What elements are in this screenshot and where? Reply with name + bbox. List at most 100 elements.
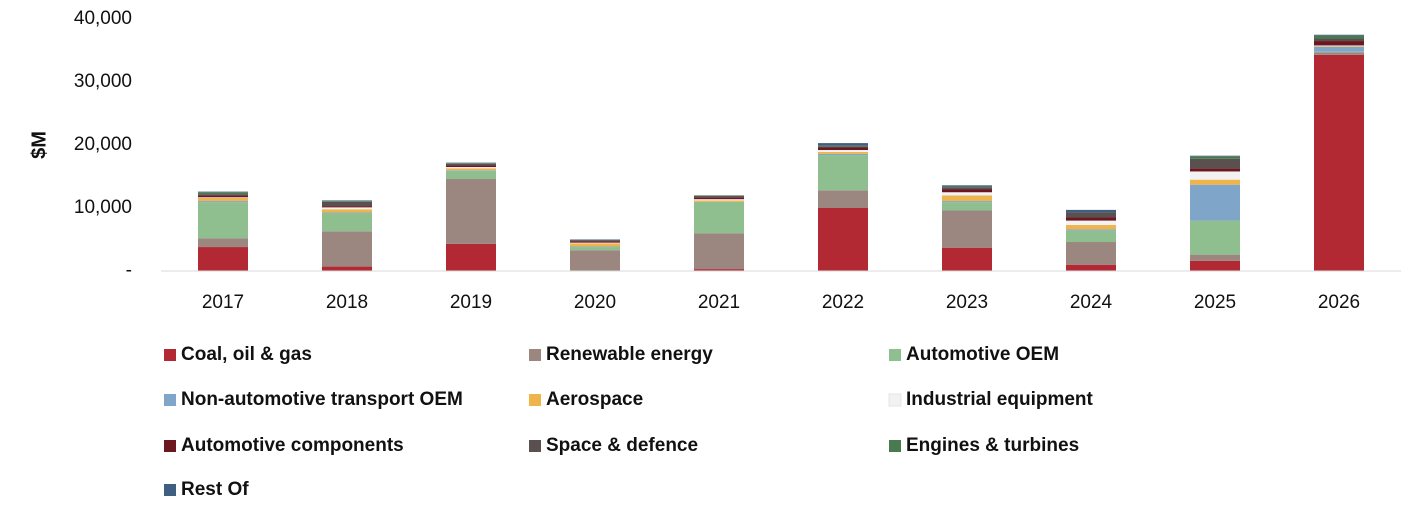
bar-segment [570,250,620,271]
bar-segment [322,201,372,207]
bar-segment [322,201,372,202]
y-tick-label: 40,000 [74,8,132,29]
bar-segment [818,145,868,147]
bar-segment [942,189,992,193]
legend-swatch [889,349,901,361]
bar-segment [1314,52,1364,55]
bar-segment [694,199,744,201]
x-tick-label: 2023 [946,292,988,313]
bar-segment [694,195,744,197]
bar-segment [818,151,868,154]
legend-swatch [529,440,541,452]
bar-segment [198,202,248,239]
bar-segment [1314,51,1364,53]
bar-segment [198,197,248,198]
bar-segment [570,240,620,242]
bar-segment [818,150,868,152]
legend-label: Coal, oil & gas [181,344,312,365]
bar-segment [942,210,992,248]
bar-segment [1066,220,1116,226]
bar-segment [446,243,496,271]
bar-segment [1314,35,1364,39]
bar-segment [818,147,868,151]
bar-segment [694,269,744,271]
bar-segment [1314,34,1364,36]
legend-swatch [164,440,176,452]
legend-label: Automotive OEM [906,344,1059,365]
bar-segment [942,192,992,196]
x-tick-label: 2018 [326,292,368,313]
x-tick-label: 2022 [822,292,864,313]
bar-segment [1190,260,1240,271]
bar-segment [322,213,372,232]
legend-swatch [529,394,541,406]
bar-segment [446,179,496,244]
bar-segment [942,202,992,211]
bar-segment [322,266,372,271]
legend-label: Rest Of [181,479,249,500]
legend-swatch [529,349,541,361]
legend-swatch [889,440,901,452]
x-tick-label: 2021 [698,292,740,313]
bar-segment [446,163,496,166]
legend-label: Industrial equipment [906,389,1094,410]
bar-segment [1190,179,1240,185]
bar-segment [446,162,496,164]
bar-segment [446,167,496,169]
x-tick-label: 2020 [574,292,616,313]
bar-segment [198,201,248,203]
bar-segment [198,194,248,196]
bar-segment [570,246,620,248]
bar-segment [942,247,992,271]
bar-segment [942,187,992,190]
bar-segment [570,241,620,243]
bar-segment [198,191,248,193]
bar-segment [1066,212,1116,218]
bar-segment [1314,38,1364,42]
bar-segment [1190,184,1240,221]
bar-segment [818,143,868,146]
bar-segment [818,190,868,208]
bar-segment [198,247,248,271]
bar-segment [1066,217,1116,221]
bar-segment [818,146,868,148]
legend-label: Space & defence [546,435,698,456]
bar-segment [322,200,372,202]
bar-segment [942,195,992,202]
bar-segment [198,197,248,202]
bar-segment [570,242,620,244]
bar-segment [1190,158,1240,169]
bar-segment [1066,225,1116,230]
bar-segment [322,209,372,213]
legend-label: Automotive components [181,435,404,456]
bar-segment [1066,230,1116,243]
bar-segment [818,208,868,271]
bar-segment [1314,54,1364,271]
bar-segment [1190,155,1240,157]
y-tick-label: 30,000 [74,71,132,92]
bar-segment [1314,46,1364,52]
bar-segment [694,196,744,198]
bar-segment [1314,45,1364,47]
bar-segment [1066,209,1116,213]
legend-label: Aerospace [546,389,643,410]
legend-label: Renewable energy [546,344,713,365]
bar-segment [1314,41,1364,46]
x-tick-label: 2026 [1318,292,1360,313]
y-tick-label: 20,000 [74,134,132,155]
x-tick-label: 2019 [450,292,492,313]
bar-segment [818,153,868,156]
legend-swatch [164,484,176,496]
bar-segment [694,200,744,202]
bar-segment [942,185,992,187]
bar-segment [1190,168,1240,172]
bar-segment [322,231,372,267]
bar-segment [1190,220,1240,255]
legend-label: Non-automotive transport OEM [181,389,463,410]
y-tick-label: - [126,260,132,281]
bar-segment [1066,229,1116,231]
bar-segment [694,233,744,270]
bar-segment [1066,264,1116,271]
x-tick-label: 2017 [202,292,244,313]
